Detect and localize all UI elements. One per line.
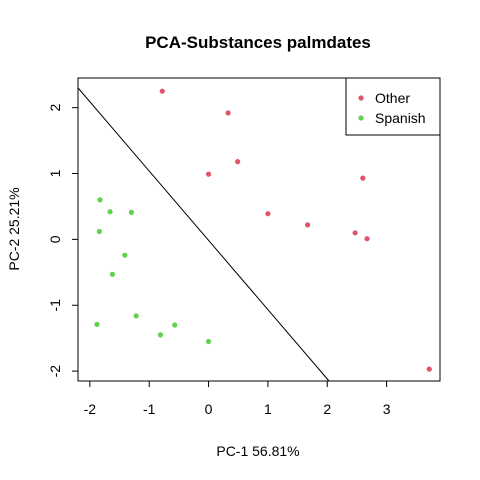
legend-box	[345, 77, 441, 136]
point-spanish-5	[109, 271, 116, 277]
legend-marker-other	[358, 95, 364, 101]
x-axis-label: PC-1 56.81%	[216, 443, 299, 459]
y-tick-label-2: 0	[47, 235, 63, 243]
y-tick-label-0: -2	[47, 365, 63, 378]
point-spanish-2	[128, 209, 135, 215]
point-other-6	[360, 175, 366, 181]
point-spanish-1	[107, 209, 113, 215]
point-other-2	[235, 159, 241, 165]
x-axis: -2 -1 0 1 2 3	[84, 381, 391, 417]
legend-marker-spanish	[358, 115, 364, 121]
point-other-4	[265, 211, 271, 217]
legend: Other Spanish	[345, 77, 441, 136]
x-tick-label-3: 1	[264, 401, 272, 417]
point-other-9	[426, 366, 432, 372]
point-other-8	[364, 236, 370, 242]
y-tick-label-4: 2	[47, 104, 63, 112]
point-spanish-6	[133, 313, 139, 319]
x-tick-label-4: 2	[323, 401, 331, 417]
point-spanish-0	[97, 197, 103, 203]
point-other-5	[305, 222, 311, 228]
point-other-1	[225, 110, 231, 116]
data-points-layer	[94, 88, 432, 372]
y-axis: -2 -1 0 1 2	[47, 104, 78, 378]
point-spanish-3	[96, 228, 102, 235]
x-tick-label-1: -1	[143, 401, 156, 417]
point-spanish-4	[122, 252, 128, 258]
point-other-3	[205, 171, 212, 177]
plot-frame	[77, 77, 441, 382]
point-other-0	[159, 88, 165, 94]
legend-label-spanish: Spanish	[375, 110, 426, 126]
y-tick-label-3: 1	[47, 169, 63, 177]
chart-title: PCA-Substances palmdates	[145, 33, 371, 52]
legend-label-other: Other	[375, 90, 410, 106]
x-tick-label-2: 0	[205, 401, 213, 417]
point-other-7	[352, 230, 358, 236]
plot-area	[77, 77, 441, 382]
y-tick-label-1: -1	[47, 299, 63, 312]
separator-line-0	[77, 87, 330, 382]
point-spanish-7	[94, 321, 100, 327]
point-spanish-9	[157, 332, 164, 338]
point-spanish-10	[205, 338, 212, 345]
y-axis-label: PC-2 25.21%	[6, 187, 22, 270]
x-tick-label-5: 3	[383, 401, 391, 417]
point-spanish-8	[172, 322, 178, 328]
separator-line-layer	[77, 87, 330, 382]
x-tick-label-0: -2	[84, 401, 97, 417]
